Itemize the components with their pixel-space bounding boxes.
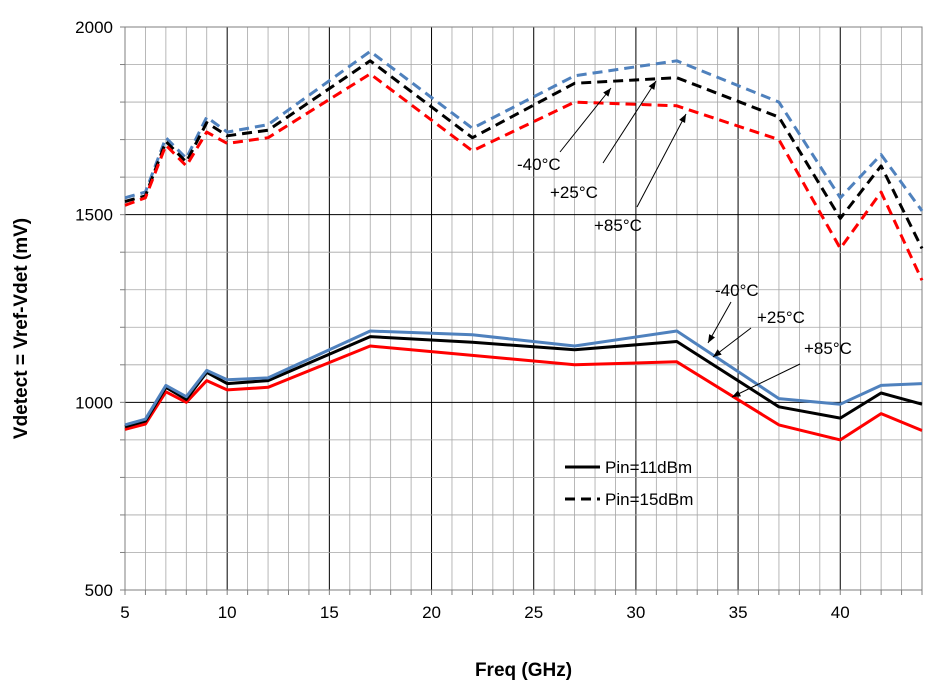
annotation-arrow [602,80,657,164]
annotations-lower: -40°C +25°C +85°C [707,281,852,398]
annotations-upper: -40°C +25°C +85°C [517,80,687,235]
y-tick-label: 500 [85,581,113,600]
x-tick-label: 5 [120,603,129,622]
series-line [124,344,923,442]
series-line [124,335,923,429]
annotation-arrowhead [679,114,686,123]
series-line [124,329,923,427]
annotation-arrowhead [713,349,722,357]
y-tick-label: 1000 [75,393,113,412]
annotation-arrow [559,87,612,153]
legend: Pin=11dBm Pin=15dBm [565,458,693,509]
tick-labels: 5 10 15 20 25 30 35 40 500 1000 1500 2000 [75,18,850,622]
annotation-arrowhead [732,390,741,397]
annotation-arrow [636,113,687,208]
y-tick-label: 1500 [75,206,113,225]
x-axis-title: Freq (GHz) [475,660,572,681]
y-axis-title: Vdetect = Vref-Vdet (mV) [11,218,32,439]
annotation-arrowhead [603,88,611,97]
x-tick-label: 10 [218,603,237,622]
annotation-label: +85°C [804,339,852,358]
series-line [124,49,924,212]
annotation-arrow [731,363,801,398]
annotation-label: -40°C [517,155,561,174]
grid-lines [120,26,923,595]
plot-frame [124,26,923,591]
x-tick-label: 30 [626,603,645,622]
x-tick-label: 20 [422,603,441,622]
series-group [124,49,924,442]
annotation-label: +85°C [594,216,642,235]
series-line [124,72,924,281]
x-tick-label: 40 [831,603,850,622]
x-tick-label: 15 [320,603,339,622]
x-tick-label: 25 [524,603,543,622]
annotation-label: -40°C [715,281,759,300]
series-line [124,59,924,250]
y-tick-label: 2000 [75,18,113,37]
annotation-label: +25°C [550,183,598,202]
annotation-arrowhead [708,334,716,343]
legend-label: Pin=15dBm [605,490,693,509]
annotation-arrowhead [648,81,656,90]
legend-label: Pin=11dBm [605,458,692,477]
x-tick-label: 35 [729,603,748,622]
annotation-label: +25°C [757,308,805,327]
